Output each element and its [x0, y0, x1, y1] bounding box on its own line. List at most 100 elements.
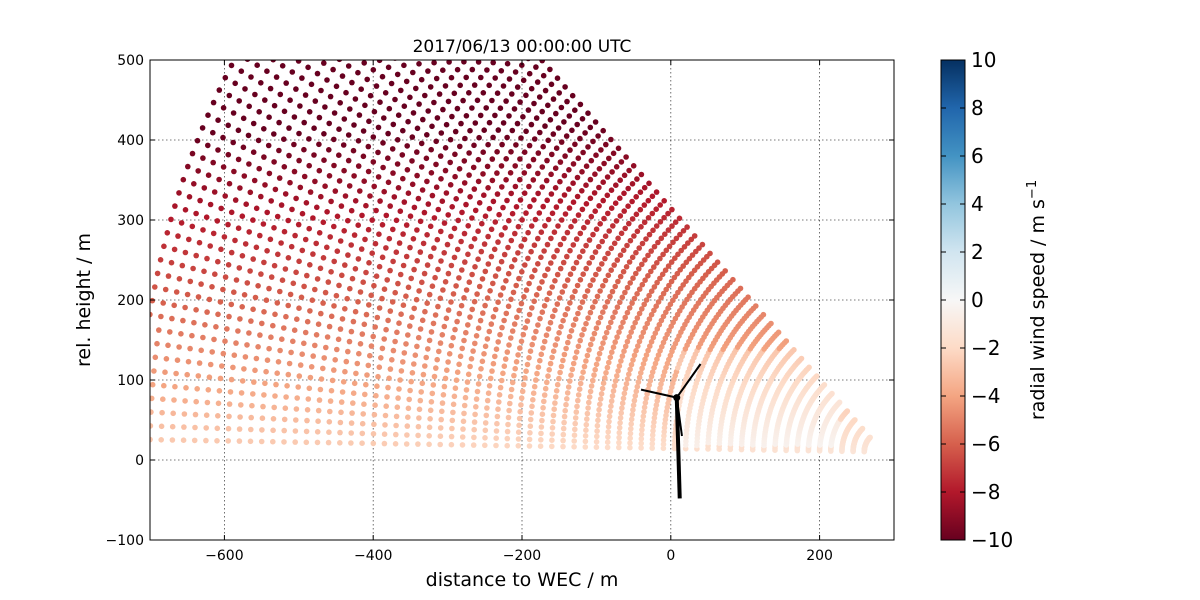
scan-point [180, 317, 186, 324]
scan-point [316, 167, 323, 174]
scan-point [299, 75, 305, 81]
scan-point [555, 125, 562, 131]
scan-point [460, 97, 466, 104]
scan-point [649, 441, 656, 447]
scan-point [246, 161, 252, 167]
scan-point [209, 284, 215, 290]
scan-point [564, 229, 571, 236]
scan-point [460, 426, 466, 432]
scan-point [564, 390, 571, 396]
scan-point [271, 225, 277, 231]
scan-point [526, 163, 532, 169]
scan-point [400, 302, 407, 309]
scan-point [493, 346, 500, 353]
scan-point [516, 422, 522, 429]
scan-point [535, 235, 541, 242]
scan-point [356, 112, 363, 118]
scan-point [539, 164, 546, 170]
scan-point [438, 130, 445, 136]
scan-point [522, 325, 529, 331]
scan-point [534, 79, 541, 85]
scan-point [210, 230, 217, 237]
scan-point [577, 305, 583, 311]
scan-point [359, 420, 366, 427]
scan-point [451, 90, 458, 97]
scan-point [649, 432, 656, 438]
scan-point [584, 416, 590, 422]
scan-point [543, 332, 550, 339]
scan-point [563, 345, 569, 352]
scan-point [650, 428, 656, 434]
turbine-blade [640, 388, 677, 399]
scan-point [607, 354, 614, 361]
scan-point [461, 230, 468, 237]
scan-point [260, 221, 267, 227]
scan-point [594, 433, 600, 440]
scan-point [452, 128, 459, 135]
scan-point [424, 178, 430, 185]
scan-point [339, 389, 346, 395]
scan-point [283, 394, 289, 400]
scan-point [415, 423, 422, 430]
scan-point [215, 258, 221, 265]
scan-point [606, 155, 612, 162]
scan-point [328, 387, 335, 394]
y-tick-label: 300 [117, 213, 144, 229]
scan-point [184, 371, 190, 378]
scan-point [646, 382, 652, 388]
scan-point [376, 364, 383, 371]
scan-point [463, 113, 470, 119]
scan-point [304, 272, 310, 279]
scan-point [535, 190, 541, 197]
scan-point [633, 194, 639, 200]
scan-point [307, 308, 313, 314]
scan-point [535, 150, 542, 156]
scan-point [573, 409, 580, 415]
scan-point [659, 271, 666, 278]
scan-point [381, 440, 388, 447]
scan-point [443, 315, 450, 322]
scan-point [528, 121, 535, 128]
scan-point [364, 372, 370, 378]
scan-point [485, 141, 491, 148]
scan-point [593, 325, 600, 332]
scan-point [431, 215, 438, 221]
scan-point [222, 193, 228, 199]
scan-point [467, 363, 473, 370]
scan-point [473, 404, 479, 410]
scan-point [462, 394, 469, 401]
scan-point [501, 251, 508, 258]
scan-point [268, 334, 274, 341]
scan-point [296, 258, 302, 265]
scan-point [187, 278, 194, 285]
scan-point [285, 302, 292, 309]
scan-point [411, 204, 418, 211]
scan-point [648, 288, 655, 295]
scan-point [447, 182, 454, 188]
scan-point [623, 154, 629, 160]
scan-point [462, 259, 468, 265]
scan-point [649, 210, 656, 217]
scan-point [318, 376, 325, 382]
scan-point [699, 241, 706, 248]
scan-point [198, 281, 204, 287]
scan-point [218, 246, 224, 253]
scan-point [191, 319, 197, 326]
scan-point [438, 416, 445, 423]
scan-point [375, 149, 381, 156]
scan-point [431, 99, 437, 106]
scan-point [614, 304, 621, 311]
scan-point [518, 402, 524, 408]
scan-point [639, 422, 646, 429]
scan-point [243, 201, 249, 207]
scan-point [205, 112, 211, 118]
scan-point [285, 254, 292, 261]
scan-point [552, 185, 559, 191]
scan-point [318, 87, 324, 94]
scan-point [357, 341, 364, 347]
scan-point [673, 235, 680, 242]
scan-point [219, 363, 225, 369]
scan-point [579, 206, 586, 213]
scan-point [364, 76, 371, 83]
scan-point [383, 212, 390, 219]
